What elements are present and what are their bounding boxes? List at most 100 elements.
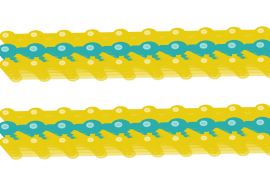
Circle shape (31, 35, 45, 44)
Circle shape (143, 122, 150, 126)
Circle shape (85, 30, 100, 40)
Circle shape (8, 146, 12, 149)
Circle shape (264, 132, 270, 142)
Circle shape (118, 48, 124, 53)
Circle shape (28, 108, 43, 118)
Circle shape (154, 122, 158, 125)
Circle shape (206, 66, 211, 69)
Circle shape (41, 47, 45, 49)
Circle shape (178, 39, 190, 47)
Circle shape (93, 147, 105, 155)
Circle shape (120, 52, 126, 56)
Circle shape (13, 47, 17, 50)
Circle shape (3, 33, 8, 37)
Circle shape (36, 42, 48, 50)
Circle shape (230, 107, 235, 110)
Circle shape (175, 142, 188, 151)
Circle shape (143, 45, 150, 49)
Circle shape (205, 128, 211, 132)
Circle shape (125, 136, 130, 140)
Circle shape (175, 35, 188, 44)
Circle shape (147, 112, 152, 115)
Circle shape (258, 106, 263, 110)
Circle shape (152, 119, 156, 122)
Circle shape (4, 50, 11, 55)
Circle shape (36, 117, 41, 120)
Circle shape (198, 28, 213, 38)
Circle shape (123, 133, 128, 136)
Circle shape (124, 42, 128, 45)
Circle shape (89, 50, 105, 61)
Circle shape (8, 71, 20, 79)
Circle shape (126, 123, 130, 125)
Circle shape (90, 143, 103, 152)
Circle shape (2, 141, 17, 150)
Circle shape (174, 49, 190, 60)
Circle shape (85, 107, 100, 117)
Circle shape (93, 145, 97, 148)
Circle shape (203, 47, 209, 51)
Circle shape (180, 120, 192, 128)
Circle shape (93, 116, 97, 119)
Circle shape (255, 27, 270, 37)
Circle shape (142, 106, 157, 116)
Circle shape (150, 146, 162, 154)
Circle shape (123, 55, 128, 59)
Circle shape (1, 125, 19, 137)
Circle shape (87, 123, 93, 127)
Circle shape (10, 123, 22, 131)
Circle shape (153, 58, 158, 62)
Circle shape (36, 68, 41, 71)
Circle shape (235, 36, 239, 39)
Circle shape (113, 58, 128, 68)
Circle shape (8, 118, 12, 121)
Circle shape (180, 149, 192, 156)
Circle shape (65, 39, 69, 42)
Circle shape (211, 121, 215, 124)
Circle shape (178, 116, 190, 125)
Circle shape (62, 144, 75, 152)
Circle shape (122, 57, 137, 67)
Circle shape (69, 46, 73, 49)
Circle shape (67, 43, 71, 46)
Circle shape (34, 36, 39, 40)
Circle shape (265, 68, 270, 71)
Circle shape (235, 67, 247, 75)
Circle shape (121, 146, 133, 154)
Circle shape (209, 148, 220, 156)
Circle shape (28, 137, 43, 147)
Circle shape (235, 114, 239, 117)
Circle shape (3, 62, 8, 66)
Circle shape (120, 131, 135, 141)
Circle shape (28, 60, 43, 70)
Circle shape (62, 37, 75, 46)
Circle shape (178, 115, 183, 118)
Circle shape (32, 129, 48, 140)
Circle shape (13, 125, 17, 127)
Circle shape (265, 148, 270, 155)
Circle shape (94, 133, 100, 137)
Circle shape (179, 55, 185, 58)
Circle shape (116, 109, 122, 112)
Circle shape (90, 66, 103, 75)
Circle shape (8, 40, 12, 43)
Circle shape (144, 110, 158, 119)
Circle shape (2, 112, 17, 122)
Circle shape (39, 45, 50, 53)
Circle shape (59, 34, 73, 43)
Circle shape (121, 116, 126, 119)
Circle shape (173, 138, 187, 148)
Circle shape (116, 110, 130, 120)
Circle shape (4, 129, 20, 140)
Circle shape (39, 43, 43, 46)
Circle shape (206, 145, 218, 153)
Circle shape (227, 44, 245, 56)
Circle shape (90, 35, 95, 39)
Circle shape (118, 126, 124, 130)
Circle shape (239, 72, 244, 75)
Circle shape (121, 69, 133, 77)
Circle shape (147, 63, 152, 66)
Circle shape (268, 120, 270, 123)
Circle shape (238, 57, 244, 60)
Circle shape (7, 54, 13, 58)
